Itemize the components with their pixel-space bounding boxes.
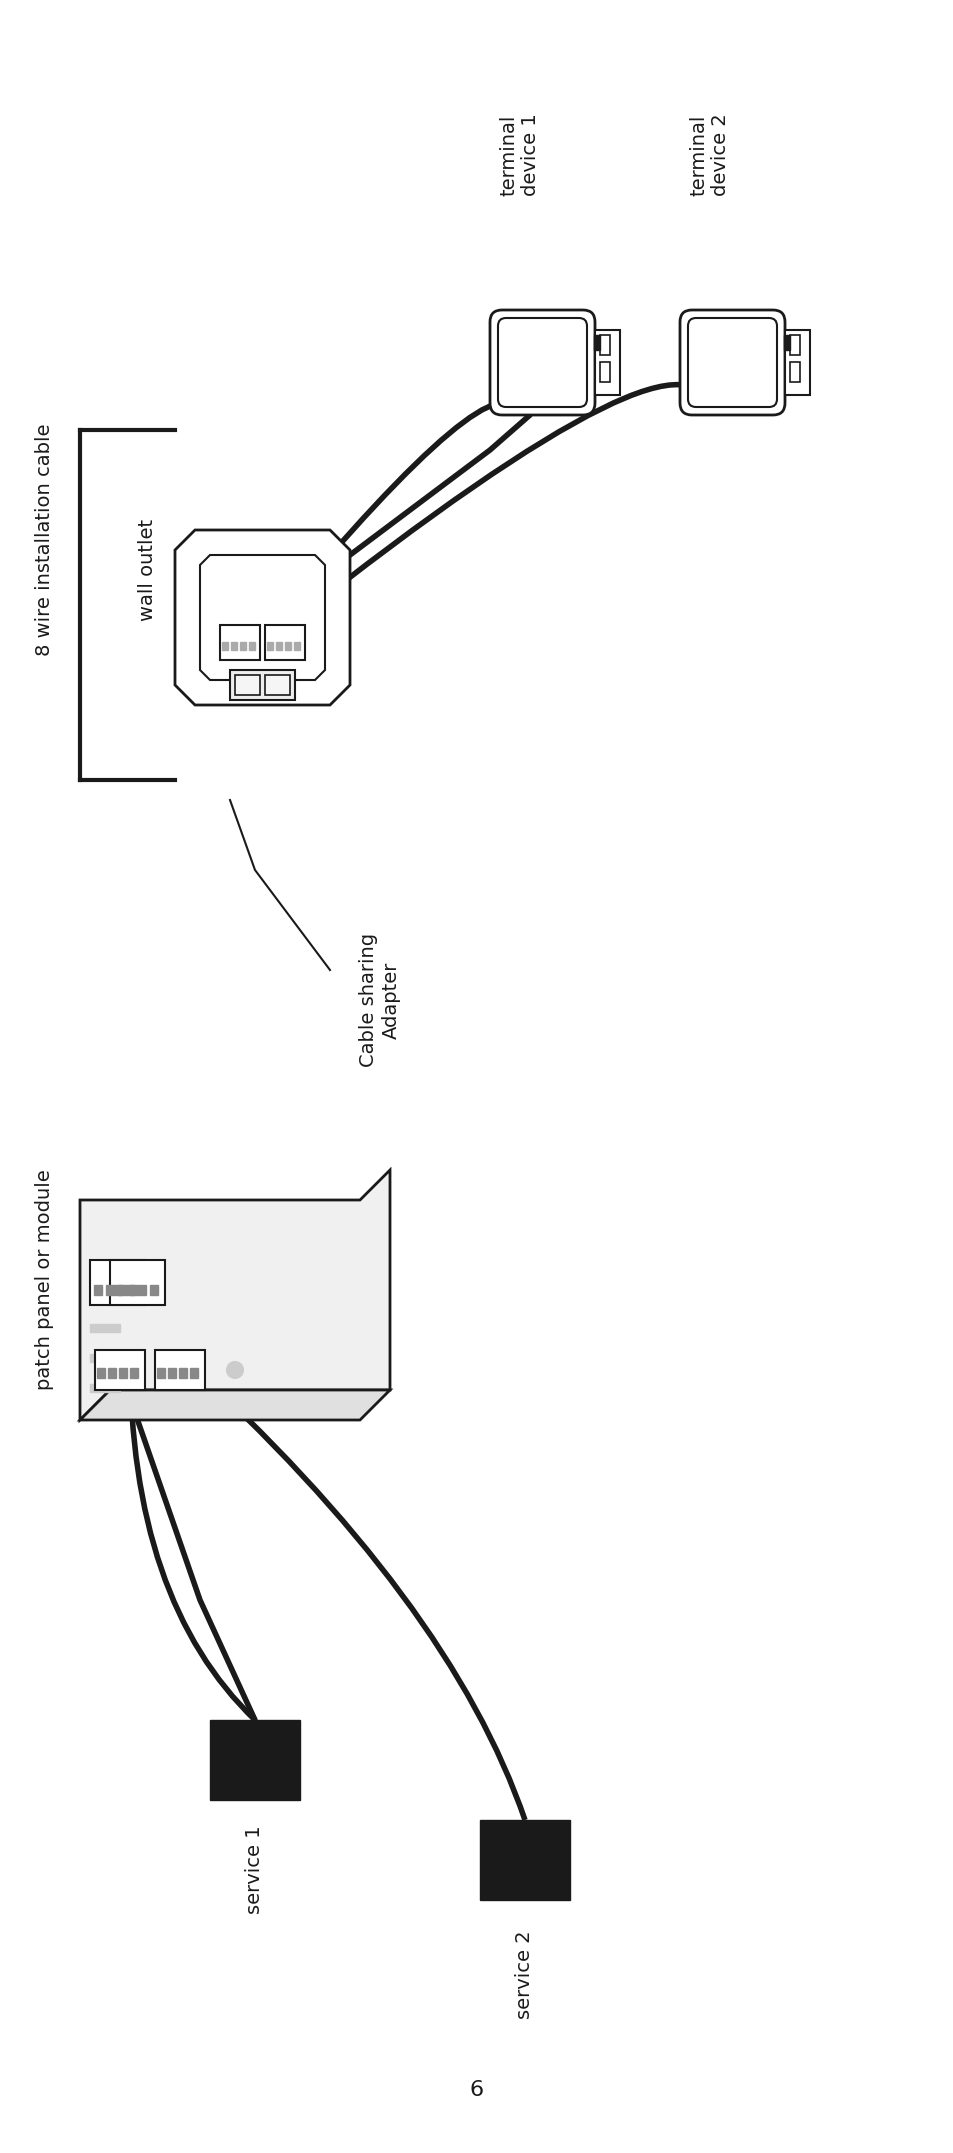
Bar — [150, 1285, 158, 1294]
Text: service 2: service 2 — [515, 1931, 534, 2020]
Bar — [118, 1285, 126, 1294]
Bar — [234, 676, 260, 695]
FancyBboxPatch shape — [497, 319, 586, 407]
Bar — [230, 670, 294, 700]
Bar — [265, 624, 305, 661]
Text: Cable sharing
Adapter: Cable sharing Adapter — [359, 932, 400, 1068]
Bar — [594, 336, 599, 351]
Bar — [789, 336, 800, 355]
Bar — [240, 642, 246, 650]
Bar — [190, 1367, 198, 1378]
FancyBboxPatch shape — [679, 310, 784, 416]
Polygon shape — [174, 530, 350, 704]
Bar — [784, 329, 809, 394]
Bar — [599, 336, 609, 355]
Bar — [154, 1350, 205, 1391]
Bar — [130, 1285, 138, 1294]
Bar — [106, 1285, 113, 1294]
Bar — [110, 1260, 165, 1305]
Bar — [249, 642, 254, 650]
Text: terminal
device 1: terminal device 1 — [499, 114, 540, 196]
Polygon shape — [200, 555, 325, 680]
Text: 6: 6 — [470, 2080, 483, 2099]
Bar — [479, 1819, 569, 1899]
FancyBboxPatch shape — [687, 319, 776, 407]
Bar — [108, 1367, 116, 1378]
Polygon shape — [80, 1169, 390, 1421]
Bar — [789, 362, 800, 381]
Bar — [220, 624, 260, 661]
Bar — [783, 336, 789, 351]
Bar — [222, 642, 228, 650]
Bar — [267, 642, 273, 650]
Polygon shape — [80, 1391, 390, 1421]
Bar — [95, 1350, 145, 1391]
Bar — [275, 642, 282, 650]
Bar — [210, 1720, 299, 1800]
Circle shape — [227, 1363, 243, 1378]
Text: patch panel or module: patch panel or module — [35, 1169, 54, 1391]
Bar — [138, 1285, 146, 1294]
Bar — [130, 1367, 138, 1378]
Bar — [157, 1367, 165, 1378]
Bar — [265, 676, 290, 695]
Bar — [595, 329, 619, 394]
Bar — [294, 642, 299, 650]
Bar — [90, 1384, 120, 1393]
Bar — [168, 1367, 175, 1378]
FancyBboxPatch shape — [490, 310, 595, 416]
Bar — [90, 1354, 120, 1363]
Bar — [94, 1285, 102, 1294]
Bar — [97, 1367, 105, 1378]
Bar — [599, 362, 609, 381]
Text: 8 wire installation cable: 8 wire installation cable — [35, 424, 54, 657]
Bar — [179, 1367, 187, 1378]
Bar — [231, 642, 236, 650]
Text: wall outlet: wall outlet — [138, 519, 157, 620]
Text: service 1: service 1 — [245, 1826, 264, 1914]
Bar — [119, 1367, 127, 1378]
Bar — [126, 1285, 133, 1294]
Bar — [113, 1285, 122, 1294]
Bar — [90, 1324, 120, 1333]
Bar — [285, 642, 291, 650]
Text: terminal
device 2: terminal device 2 — [689, 114, 730, 196]
Bar — [90, 1260, 145, 1305]
